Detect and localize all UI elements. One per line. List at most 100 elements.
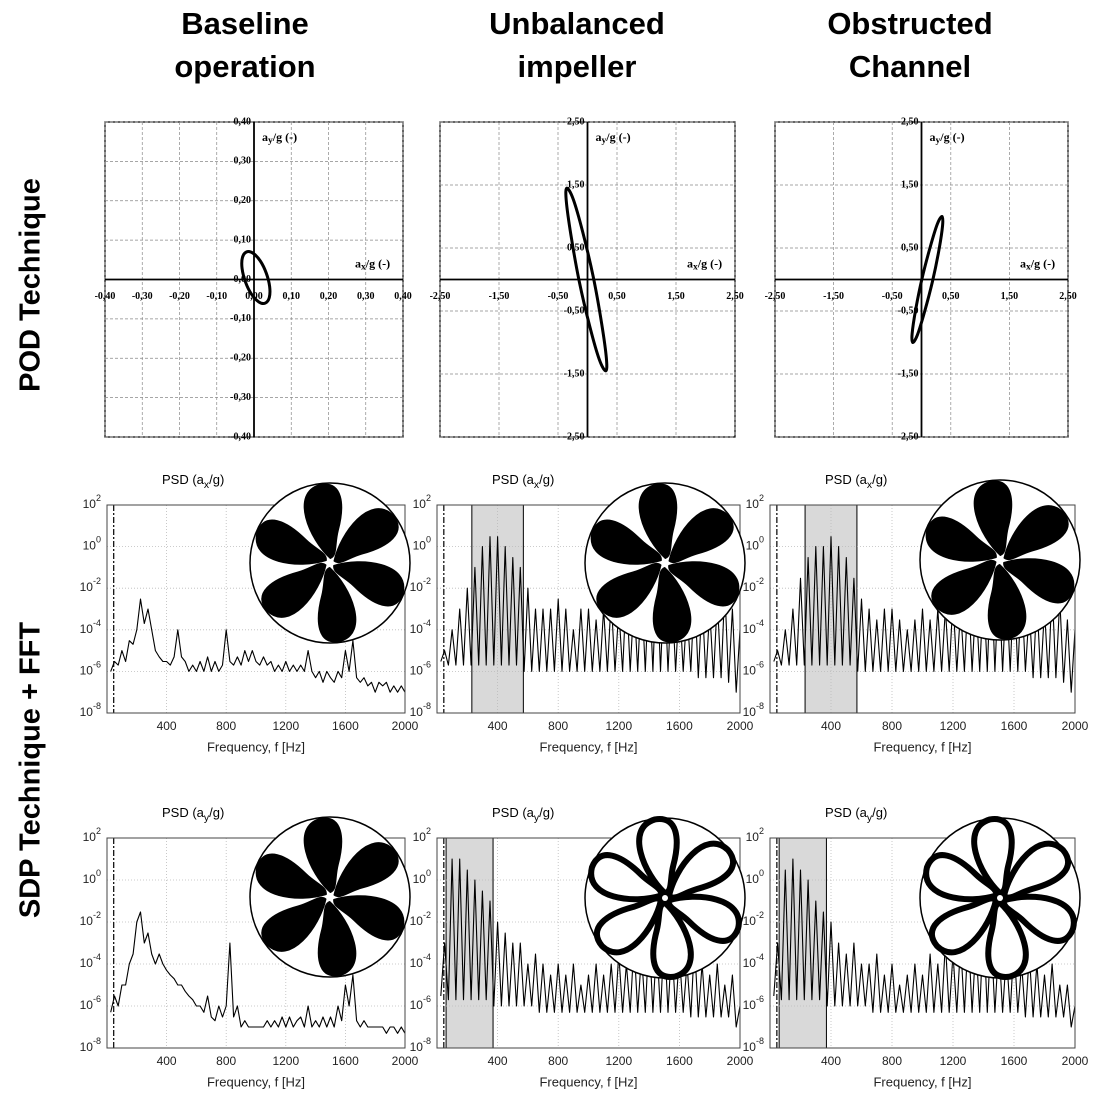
y-tick-label: 10-4 — [80, 618, 101, 636]
column-title: impeller — [518, 49, 637, 84]
y-tick-exponent: 0 — [759, 868, 764, 878]
y-tick-base: 10 — [83, 872, 97, 886]
chart-title-part: x — [204, 480, 210, 491]
x-tick-label: 2,50 — [726, 291, 744, 302]
y-tick-exponent: 0 — [759, 535, 764, 545]
y-tick-base: 10 — [410, 705, 424, 719]
y-tick-exponent: -8 — [423, 701, 431, 711]
y-tick-exponent: -2 — [756, 910, 764, 920]
x-tick-label: 1200 — [940, 719, 967, 733]
chart-title: PSD (ax/g) — [492, 472, 554, 490]
x-tick-label: -1,50 — [823, 291, 844, 302]
impeller-image — [919, 479, 1081, 641]
y-tick-label: 10-6 — [80, 660, 101, 678]
y-tick-label: 10-8 — [743, 1036, 764, 1054]
y-tick-base: 10 — [80, 1040, 94, 1054]
impeller-blade — [638, 483, 678, 560]
y-axis-label-part: y — [268, 135, 273, 146]
x-tick-label: 1200 — [272, 1054, 299, 1068]
y-tick-label: 2,50 — [567, 116, 585, 127]
chart-title-part: /g) — [209, 472, 224, 487]
chart-title-part: PSD (a — [825, 472, 868, 487]
x-tick-label: 800 — [216, 719, 236, 733]
y-tick-label: 10-6 — [743, 994, 764, 1012]
y-tick-exponent: -4 — [756, 952, 764, 962]
y-tick-label: 10-2 — [743, 577, 764, 595]
x-tick-label: 0,10 — [283, 291, 301, 302]
impeller-blade — [590, 519, 662, 565]
y-axis-label-part: y — [602, 135, 607, 146]
y-tick-label: 100 — [746, 868, 764, 886]
y-tick-base: 10 — [83, 539, 97, 553]
orbit — [240, 250, 272, 305]
x-tick-label: 0,50 — [942, 291, 960, 302]
impeller-blade — [971, 816, 1015, 897]
x-tick-label: 2000 — [727, 1054, 754, 1068]
y-tick-base: 10 — [746, 830, 760, 844]
x-tick-label: 1,50 — [1001, 291, 1019, 302]
y-tick-base: 10 — [410, 914, 424, 928]
x-axis-label-part: /g (-) — [697, 256, 722, 270]
chart-title-part: PSD (a — [162, 472, 205, 487]
psd-line — [773, 536, 1076, 693]
y-tick-exponent: -6 — [756, 994, 764, 1004]
x-tick-label: 400 — [488, 1054, 508, 1068]
y-tick-label: 10-6 — [80, 994, 101, 1012]
y-tick-label: 10-4 — [410, 952, 431, 970]
y-tick-label: 102 — [83, 493, 101, 511]
chart-title-part: PSD (a — [492, 805, 535, 820]
x-tick-label: 1600 — [666, 719, 693, 733]
y-tick-base: 10 — [83, 497, 97, 511]
y-axis-label-part: /g (-) — [605, 130, 630, 144]
y-tick-exponent: -6 — [93, 660, 101, 670]
y-tick-label: 0,20 — [234, 195, 252, 206]
y-tick-label: 0,50 — [567, 242, 585, 253]
x-axis-label: Frequency, f [Hz] — [873, 739, 971, 754]
y-tick-exponent: -4 — [756, 618, 764, 628]
y-tick-label: 2,50 — [901, 116, 919, 127]
x-tick-label: 2000 — [392, 1054, 419, 1068]
orbit — [564, 186, 609, 373]
impeller-blade — [261, 896, 327, 952]
y-tick-exponent: -6 — [423, 994, 431, 1004]
x-tick-label: -2,50 — [430, 291, 451, 302]
x-axis-label: Frequency, f [Hz] — [539, 1074, 637, 1089]
x-tick-label: 0,20 — [320, 291, 338, 302]
chart-title-part: /g) — [209, 805, 224, 820]
y-tick-exponent: -8 — [756, 701, 764, 711]
chart-title-part: PSD (a — [825, 805, 868, 820]
chart-title: PSD (ax/g) — [825, 472, 887, 490]
y-tick-exponent: -4 — [423, 618, 431, 628]
x-tick-label: -0,40 — [95, 291, 116, 302]
x-axis-label: ax/g (-) — [1020, 256, 1055, 272]
impeller-blade — [668, 561, 740, 607]
y-tick-label: -0,30 — [230, 392, 251, 403]
x-tick-label: 400 — [157, 719, 177, 733]
impeller-blade — [317, 900, 357, 977]
impeller-blade — [333, 842, 399, 898]
impeller-image — [584, 482, 746, 644]
y-tick-exponent: 2 — [759, 826, 764, 836]
x-axis-label-part: a — [687, 256, 693, 270]
y-tick-label: -0,50 — [898, 305, 919, 316]
y-tick-base: 10 — [410, 622, 424, 636]
x-tick-label: 1200 — [605, 719, 632, 733]
row-title: SDP Technique + FFT — [15, 622, 47, 919]
x-tick-label: 800 — [882, 1054, 902, 1068]
chart-title: PSD (ay/g) — [825, 805, 887, 823]
y-tick-label: 10-2 — [80, 910, 101, 928]
plot-frame — [436, 504, 741, 714]
y-tick-exponent: 0 — [426, 868, 431, 878]
x-tick-label: 2000 — [1062, 1054, 1089, 1068]
impeller-image — [919, 816, 1081, 980]
y-tick-label: -0,20 — [230, 353, 251, 364]
x-tick-label: 1200 — [272, 719, 299, 733]
x-axis-label-part: x — [361, 262, 366, 273]
x-tick-label: 800 — [548, 719, 568, 733]
y-tick-label: 0,10 — [234, 234, 252, 245]
impeller-image — [249, 482, 411, 644]
y-tick-base: 10 — [743, 998, 757, 1012]
x-axis-label-part: a — [1020, 256, 1026, 270]
impeller-blade — [652, 566, 692, 643]
